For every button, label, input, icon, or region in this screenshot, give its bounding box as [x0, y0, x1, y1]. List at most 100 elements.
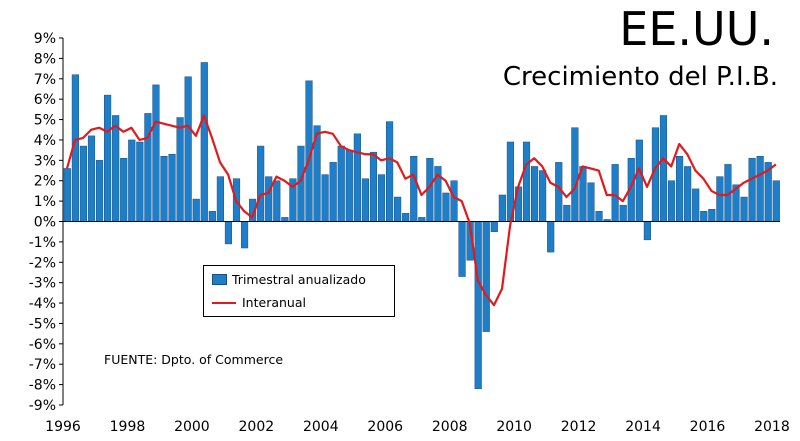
- bar-2013.25: [619, 204, 627, 222]
- bar-2002.5: [273, 180, 281, 222]
- bar-2010.5: [531, 166, 539, 222]
- bar-1997: [95, 160, 104, 222]
- bar-2000.5: [208, 211, 216, 222]
- bar-1999.5: [176, 117, 184, 222]
- source-note: FUENTE: Dpto. of Commerce: [104, 352, 284, 367]
- y-tick-label: -3%: [29, 276, 56, 292]
- x-tick-label: 1998: [110, 419, 146, 435]
- bar-1999.25: [168, 153, 176, 222]
- bar-2015.5: [692, 188, 700, 222]
- legend-swatch-bars: [212, 274, 227, 285]
- bar-2006.25: [394, 196, 402, 222]
- x-tick-label: 2000: [174, 419, 210, 435]
- y-tick-label: 9%: [34, 31, 56, 47]
- bar-2011: [547, 221, 555, 253]
- bar-2004.25: [329, 162, 337, 222]
- x-tick-label: 2010: [496, 419, 532, 435]
- bar-2003.25: [297, 145, 305, 222]
- x-tick-label: 2014: [625, 419, 661, 435]
- x-tick-label: 1996: [45, 419, 81, 435]
- y-tick-label: 3%: [34, 153, 56, 169]
- bar-1999.75: [184, 76, 192, 222]
- line-layer: [65, 114, 777, 307]
- x-tick-label: 2018: [754, 419, 790, 435]
- bar-2011.75: [571, 127, 579, 222]
- y-tick-label: -9%: [29, 398, 56, 414]
- legend-item-bars: Trimestral anualizado: [212, 272, 366, 287]
- bar-2002.75: [281, 217, 289, 222]
- bar-2016: [708, 209, 716, 222]
- bars-layer: [63, 62, 780, 389]
- bar-2007.75: [442, 192, 450, 222]
- y-tick-label: 6%: [34, 92, 56, 108]
- y-tick-label: -4%: [29, 296, 56, 312]
- x-tick-label: 2008: [432, 419, 468, 435]
- bar-2010.25: [522, 141, 531, 222]
- bar-2008.75: [474, 221, 482, 389]
- bar-2006.75: [410, 156, 418, 222]
- x-tick-label: 2006: [367, 419, 403, 435]
- bar-1997.75: [120, 158, 128, 222]
- y-tick-label: -1%: [29, 235, 56, 251]
- bar-2018: [772, 180, 780, 222]
- bar-2017: [740, 196, 748, 222]
- y-tick-label: 5%: [34, 113, 56, 129]
- bar-2001.5: [240, 221, 249, 249]
- bar-2006.5: [402, 213, 410, 222]
- bar-1998: [128, 139, 136, 222]
- bar-2011.5: [563, 204, 571, 222]
- chart-title: EE.UU.: [619, 2, 774, 56]
- legend-swatch-line: [212, 301, 236, 304]
- y-tick-label: 2%: [34, 174, 56, 190]
- bar-2004.75: [345, 149, 353, 222]
- bar-1996.5: [79, 145, 88, 222]
- bar-2014: [643, 221, 651, 241]
- y-tick-label: 7%: [34, 72, 56, 88]
- bar-2014.75: [667, 180, 676, 222]
- y-tick-label: -5%: [29, 316, 56, 332]
- x-tick-label: 2012: [561, 419, 597, 435]
- y-tick-label: 8%: [34, 51, 56, 67]
- bar-1997.5: [112, 115, 120, 222]
- bar-2005.75: [377, 174, 386, 222]
- bar-2009.25: [490, 221, 498, 232]
- y-tick-label: -2%: [29, 255, 56, 271]
- bar-2015.25: [684, 166, 692, 222]
- bar-2009: [482, 221, 490, 332]
- bar-2004.5: [337, 145, 345, 222]
- bar-2004: [321, 174, 329, 222]
- bar-2000: [192, 198, 200, 222]
- legend-item-line: Interanual: [212, 295, 306, 310]
- bar-2015.75: [700, 211, 708, 222]
- bar-2008.25: [458, 221, 466, 277]
- legend: Trimestral anualizado Interanual: [203, 265, 395, 317]
- y-tick-label: -8%: [29, 378, 56, 394]
- tick-labels: 9% 8% 7% 6% 5% 4% 3% 2% 1% 0% -1% -2% -3% -4% -5% -6% -7…: [29, 31, 790, 435]
- y-tick-label: -6%: [29, 337, 56, 353]
- legend-label-bars: Trimestral anualizado: [232, 272, 366, 287]
- bar-2000.75: [216, 176, 224, 222]
- bar-2016.25: [716, 176, 724, 222]
- bar-2009.5: [498, 194, 506, 222]
- bar-2013: [611, 164, 619, 222]
- y-tick-label: 0%: [34, 215, 56, 231]
- bar-1999: [160, 156, 168, 222]
- y-tick-label: 4%: [34, 133, 56, 149]
- x-tick-label: 2016: [690, 419, 726, 435]
- chart-subtitle: Crecimiento del P.I.B.: [502, 62, 778, 92]
- bar-2005.5: [369, 151, 378, 222]
- series-line-interanual: [65, 114, 777, 307]
- bar-2006: [386, 121, 394, 222]
- bar-2014.5: [659, 115, 668, 222]
- y-tick-label: -7%: [29, 357, 56, 373]
- bar-2017.25: [748, 158, 756, 222]
- x-tick-label: 2002: [239, 419, 275, 435]
- bar-2005.25: [361, 178, 369, 222]
- bar-2002.25: [265, 176, 273, 222]
- bar-2015: [676, 156, 684, 222]
- bar-2010.75: [539, 170, 547, 222]
- bar-2000.25: [200, 62, 208, 222]
- bar-2001: [224, 221, 233, 245]
- bar-2017.5: [756, 156, 764, 222]
